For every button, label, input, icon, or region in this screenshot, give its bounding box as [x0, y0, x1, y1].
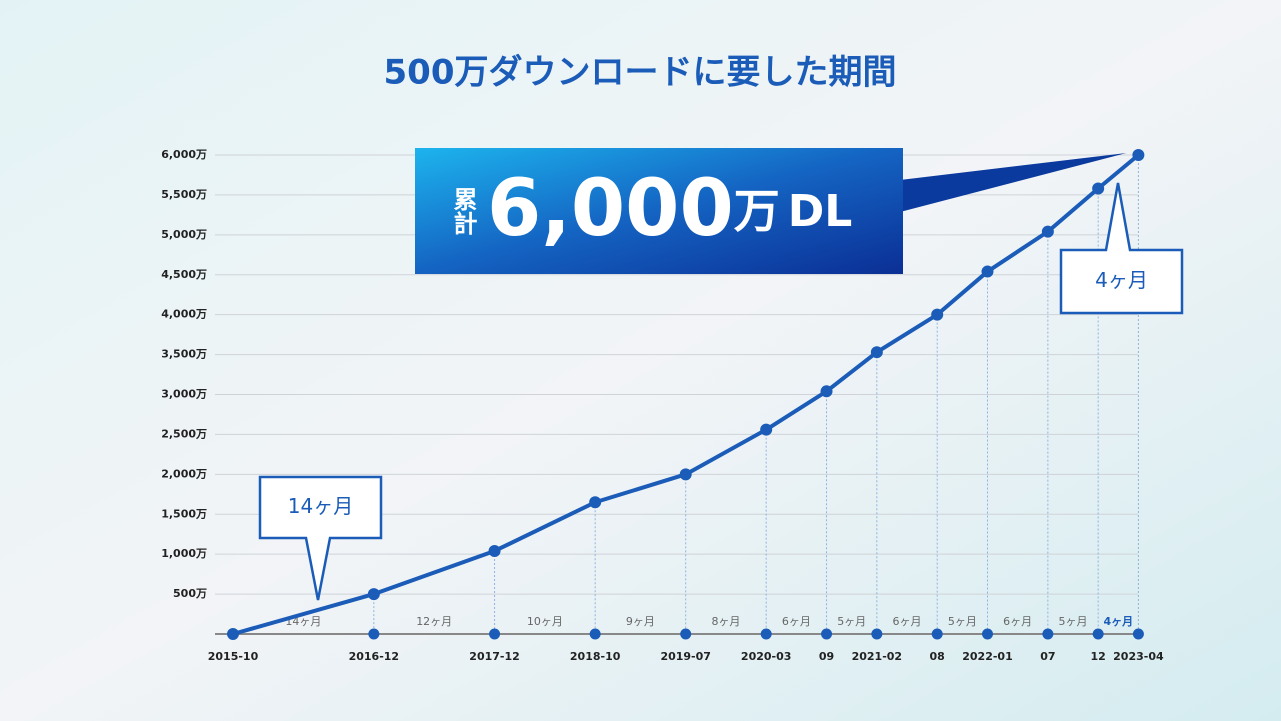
axis-dot [589, 628, 601, 640]
y-tick-label: 5,500万 [161, 188, 207, 201]
x-tick-label: 07 [1040, 650, 1055, 663]
banner-pointer [900, 153, 1127, 212]
x-tick-label: 12 [1091, 650, 1106, 663]
data-point [931, 308, 944, 321]
total-unit: 万 [734, 184, 780, 238]
axis-dot [760, 628, 772, 640]
y-tick-label: 1,500万 [161, 507, 207, 520]
x-tick-label: 2016-12 [349, 650, 400, 663]
data-point [679, 468, 692, 481]
x-tick-label: 2023-04 [1113, 650, 1164, 663]
y-tick-label: 4,000万 [161, 308, 207, 321]
data-point [1041, 225, 1054, 238]
axis-dot [931, 628, 943, 640]
x-tick-label: 2022-01 [962, 650, 1013, 663]
interval-label: 10ヶ月 [527, 615, 563, 628]
y-tick-label: 1,000万 [161, 547, 207, 560]
axis-dot [1132, 628, 1144, 640]
data-point [981, 265, 994, 278]
data-point [367, 588, 380, 601]
callout-text: 14ヶ月 [288, 494, 353, 518]
x-tick-label: 2020-03 [741, 650, 792, 663]
y-tick-label: 3,000万 [161, 388, 207, 401]
axis-dot [1042, 628, 1054, 640]
interval-label: 5ヶ月 [1059, 615, 1088, 628]
y-tick-label: 2,000万 [161, 467, 207, 480]
interval-label: 6ヶ月 [782, 615, 811, 628]
x-tick-label: 2017-12 [469, 650, 520, 663]
axis-dot [821, 628, 833, 640]
data-point [1132, 149, 1145, 161]
data-point [1092, 182, 1105, 195]
callout-text: 4ヶ月 [1095, 268, 1148, 292]
data-point [488, 544, 501, 557]
callout-box [258, 475, 383, 601]
total-label: 累計 [449, 187, 477, 235]
data-point [820, 385, 833, 398]
chart-title: 500万ダウンロードに要した期間 [384, 53, 897, 93]
data-point [589, 496, 602, 509]
axis-dot [1092, 628, 1104, 640]
data-point [760, 423, 773, 436]
axis-dot [982, 628, 993, 640]
interval-label: 6ヶ月 [1003, 615, 1032, 628]
y-tick-label: 4,500万 [161, 268, 207, 281]
y-tick-label: 6,000万 [161, 148, 207, 161]
data-point [870, 346, 883, 359]
total-suffix: DL [788, 186, 853, 237]
callout-box [1059, 182, 1184, 315]
x-tick-label: 09 [819, 650, 834, 663]
total-value: 6,000 [487, 164, 734, 254]
interval-label: 4ヶ月 [1103, 615, 1133, 628]
x-tick-label: 08 [930, 650, 945, 663]
axis-dot [368, 628, 380, 640]
x-tick-label: 2015-10 [208, 650, 259, 663]
total-text: 6,000万 DL [487, 164, 852, 254]
axis-dot [680, 628, 692, 640]
x-tick-label: 2021-02 [852, 650, 903, 663]
interval-label: 9ヶ月 [626, 615, 655, 628]
interval-label: 8ヶ月 [711, 615, 740, 628]
x-tick-label: 2018-10 [570, 650, 621, 663]
y-tick-label: 3,500万 [161, 348, 207, 361]
y-tick-label: 5,000万 [161, 228, 207, 241]
data-point [227, 628, 239, 640]
interval-label: 5ヶ月 [837, 615, 866, 628]
interval-label: 5ヶ月 [948, 615, 977, 628]
axis-dot [489, 628, 501, 640]
banner [415, 148, 903, 274]
interval-label: 12ヶ月 [416, 615, 452, 628]
y-tick-label: 2,500万 [161, 427, 207, 440]
interval-label: 6ヶ月 [893, 615, 922, 628]
y-tick-label: 500万 [173, 587, 207, 600]
x-tick-label: 2019-07 [660, 650, 711, 663]
axis-dot [871, 628, 883, 640]
